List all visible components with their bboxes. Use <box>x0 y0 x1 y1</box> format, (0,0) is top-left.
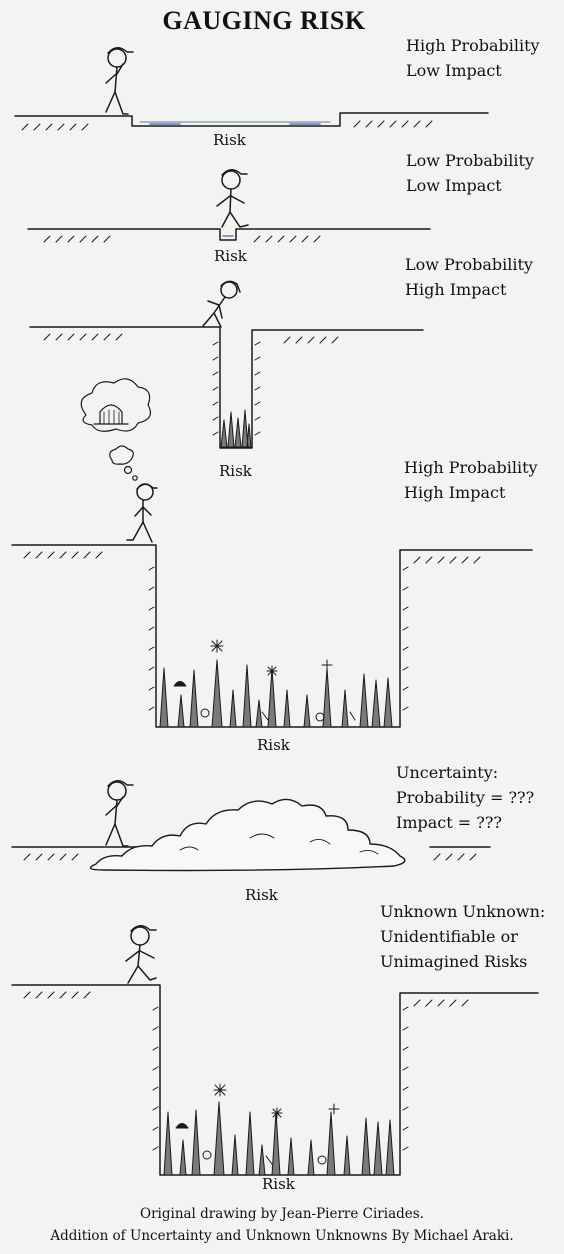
panel-1-ground <box>14 112 489 131</box>
panel-5-line-3: Impact = ??? <box>396 813 502 832</box>
panel-6-line-3: Unimagined Risks <box>380 952 528 971</box>
panel-3-stick-figure <box>202 280 241 328</box>
panel-6-line-2: Unidentifiable or <box>380 927 518 946</box>
panel-2-line-1: Low Probability <box>406 151 534 170</box>
credits: Original drawing by Jean-Pierre Ciriades… <box>0 1203 564 1247</box>
panel-6-risk-label: Risk <box>262 1175 295 1193</box>
panel-5-cloud <box>89 798 406 872</box>
credit-line-2: Addition of Uncertainty and Unknown Unkn… <box>50 1228 514 1244</box>
panel-3-label: Low Probability High Impact <box>405 252 533 302</box>
panel-3-line-2: High Impact <box>405 280 507 299</box>
credit-line-1: Original drawing by Jean-Pierre Ciriades… <box>140 1206 424 1222</box>
panel-1-risk-label: Risk <box>213 131 246 149</box>
panel-1-line-2: Low Impact <box>406 61 502 80</box>
panel-4-sparkles <box>210 639 333 677</box>
panel-1-label: High Probability Low Impact <box>406 33 540 83</box>
panel-5-line-2: Probability = ??? <box>396 788 535 807</box>
panel-4-line-2: High Impact <box>404 483 506 502</box>
panel-1-stick-figure <box>105 47 134 115</box>
panel-6-skulls-bones <box>175 1123 327 1165</box>
panel-3-ground <box>29 326 424 449</box>
panel-4-line-1: High Probability <box>404 458 538 477</box>
panel-4-spikes <box>159 659 393 728</box>
panel-2-stick-figure <box>216 169 249 228</box>
panel-6-line-1: Unknown Unknown: <box>380 902 546 921</box>
panel-3-line-1: Low Probability <box>405 255 533 274</box>
panel-2-label: Low Probability Low Impact <box>406 148 534 198</box>
panel-6-stick-figure <box>125 925 157 984</box>
panel-1-line-1: High Probability <box>406 36 540 55</box>
panel-3-spikes <box>220 409 252 448</box>
panel-6-sparkles <box>213 1083 340 1119</box>
panel-5-ground <box>11 846 491 861</box>
panel-5-stick-figure <box>105 780 134 847</box>
panel-3-risk-label: Risk <box>219 462 252 480</box>
panel-2-ground <box>27 228 431 243</box>
panel-5-label: Uncertainty: Probability = ??? Impact = … <box>396 760 534 835</box>
panel-6-ground <box>11 984 539 1176</box>
panel-4-label: High Probability High Impact <box>404 455 538 505</box>
panel-5-risk-label: Risk <box>245 886 278 904</box>
page-title: GAUGING RISK <box>162 6 366 35</box>
panel-6-label: Unknown Unknown: Unidentifiable or Unima… <box>380 899 545 974</box>
panel-5-line-1: Uncertainty: <box>396 763 499 782</box>
panel-6-spikes <box>163 1101 395 1176</box>
panel-4-thought-bubble <box>80 378 151 481</box>
panel-4-risk-label: Risk <box>257 736 290 754</box>
panel-4-stick-figure <box>126 483 158 543</box>
panel-4-ground <box>11 544 533 728</box>
panel-2-line-2: Low Impact <box>406 176 502 195</box>
panel-4-skulls-bones <box>173 681 356 722</box>
panel-2-risk-label: Risk <box>214 247 247 265</box>
